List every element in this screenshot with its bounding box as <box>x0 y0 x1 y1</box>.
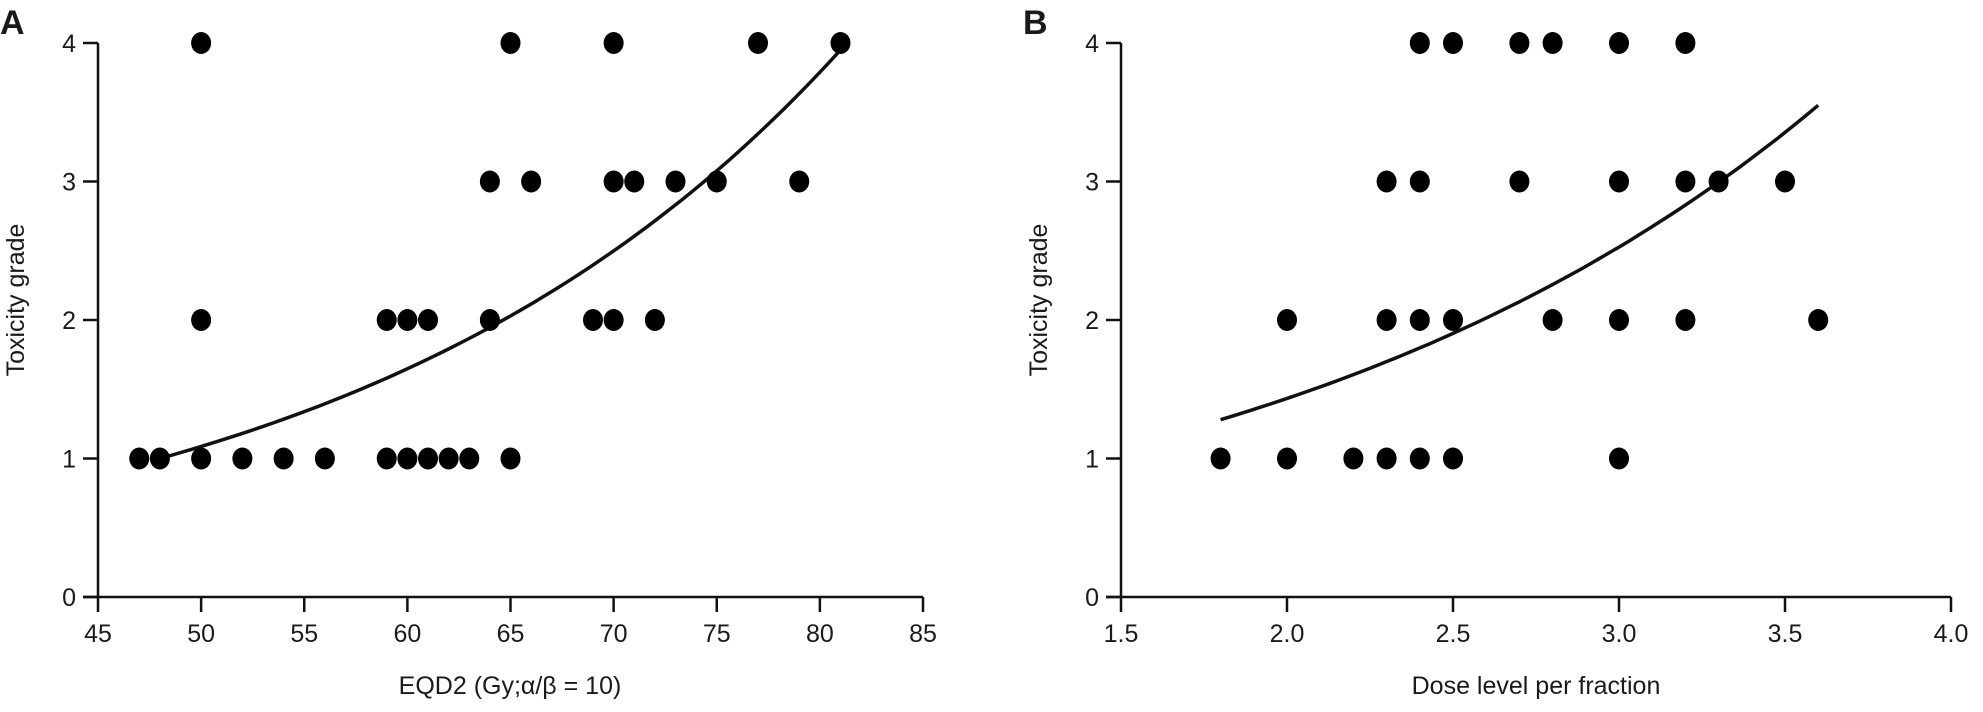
x-tick-label: 70 <box>600 620 628 648</box>
data-point <box>397 447 418 470</box>
data-point <box>1277 447 1297 470</box>
panel-label: A <box>0 4 25 42</box>
data-point <box>1376 170 1397 193</box>
x-tick-label: 50 <box>187 620 215 648</box>
x-tick-label: 2.0 <box>1270 620 1305 648</box>
panel-a: A EQD2 (Gy;α/β = 10) Toxicity grade 45 50… <box>0 4 937 700</box>
fit-curve <box>159 48 842 461</box>
x-tick-label: 4.0 <box>1934 620 1969 648</box>
x-tick-label: 80 <box>806 620 834 648</box>
data-point <box>665 170 686 193</box>
data-point <box>1675 170 1696 193</box>
x-tick-label: 3.0 <box>1602 620 1637 648</box>
x-tick-label: 60 <box>393 620 421 648</box>
data-point <box>583 309 603 331</box>
data-point <box>500 447 521 470</box>
x-axis-label: EQD2 (Gy;α/β = 10) <box>399 672 622 700</box>
data-point <box>1509 170 1530 193</box>
data-point <box>1808 309 1829 331</box>
x-tick-label: 75 <box>703 620 731 648</box>
y-tick-label: 0 <box>62 584 76 612</box>
data-point <box>397 309 418 331</box>
data-point <box>1542 309 1563 331</box>
data-point <box>273 447 294 470</box>
x-tick-label: 3.5 <box>1768 620 1803 648</box>
x-tick-label: 1.5 <box>1104 620 1139 648</box>
data-point <box>500 32 521 54</box>
data-point <box>603 309 624 331</box>
data-point <box>1376 309 1397 331</box>
data-point <box>149 447 170 470</box>
data-point <box>376 447 397 470</box>
data-point <box>418 447 438 470</box>
data-point <box>1609 32 1629 54</box>
data-point <box>1609 170 1629 193</box>
x-tick-label: 55 <box>290 620 318 648</box>
y-tick-label: 4 <box>1085 30 1099 58</box>
y-axis-label: Toxicity grade <box>2 224 30 377</box>
data-point <box>1609 447 1629 470</box>
data-point <box>1376 447 1397 470</box>
data-point <box>1542 32 1563 54</box>
data-point <box>191 32 212 54</box>
data-point <box>1609 309 1629 331</box>
data-point <box>1443 32 1463 54</box>
y-axis-label: Toxicity grade <box>1025 224 1053 377</box>
data-point <box>1409 309 1430 331</box>
data-point <box>479 309 500 331</box>
data-point <box>438 447 459 470</box>
data-point <box>418 309 438 331</box>
data-point <box>830 32 851 54</box>
data-point <box>789 170 810 193</box>
data-point <box>706 170 727 193</box>
data-point <box>232 447 253 470</box>
data-point <box>1443 447 1463 470</box>
data-point <box>1409 170 1430 193</box>
y-tick-label: 1 <box>1085 446 1099 474</box>
data-point <box>1210 447 1231 470</box>
data-point <box>1409 32 1430 54</box>
fit-curve <box>1220 103 1820 422</box>
y-tick-label: 4 <box>62 30 76 58</box>
data-point <box>191 309 212 331</box>
data-point <box>644 309 665 331</box>
data-point <box>521 170 542 193</box>
data-point <box>376 309 397 331</box>
x-tick-label: 2.5 <box>1436 620 1471 648</box>
y-tick-label: 1 <box>62 446 76 474</box>
y-tick-label: 2 <box>62 307 76 335</box>
data-point <box>1509 32 1530 54</box>
data-point <box>1409 447 1430 470</box>
x-axis-label: Dose level per fraction <box>1412 672 1661 700</box>
data-point <box>1443 309 1463 331</box>
data-point <box>624 170 645 193</box>
x-tick-label: 85 <box>909 620 937 648</box>
data-point <box>314 447 335 470</box>
data-point <box>459 447 480 470</box>
x-tick-label: 45 <box>84 620 112 648</box>
data-point <box>1708 170 1729 193</box>
panel-label: B <box>1023 4 1048 42</box>
data-point <box>1675 32 1696 54</box>
data-point <box>129 447 150 470</box>
data-point <box>603 32 624 54</box>
y-tick-label: 3 <box>62 169 76 197</box>
data-point <box>1343 447 1364 470</box>
data-point <box>1675 309 1696 331</box>
data-point <box>748 32 768 54</box>
data-point <box>191 447 212 470</box>
y-tick-label: 3 <box>1085 169 1099 197</box>
data-point <box>1277 309 1297 331</box>
y-tick-label: 0 <box>1085 584 1099 612</box>
data-point <box>479 170 500 193</box>
y-tick-label: 2 <box>1085 307 1099 335</box>
panel-b: B Dose level per fraction Toxicity grade… <box>1023 4 1968 700</box>
data-point <box>603 170 624 193</box>
data-point <box>1775 170 1795 193</box>
x-tick-label: 65 <box>497 620 525 648</box>
